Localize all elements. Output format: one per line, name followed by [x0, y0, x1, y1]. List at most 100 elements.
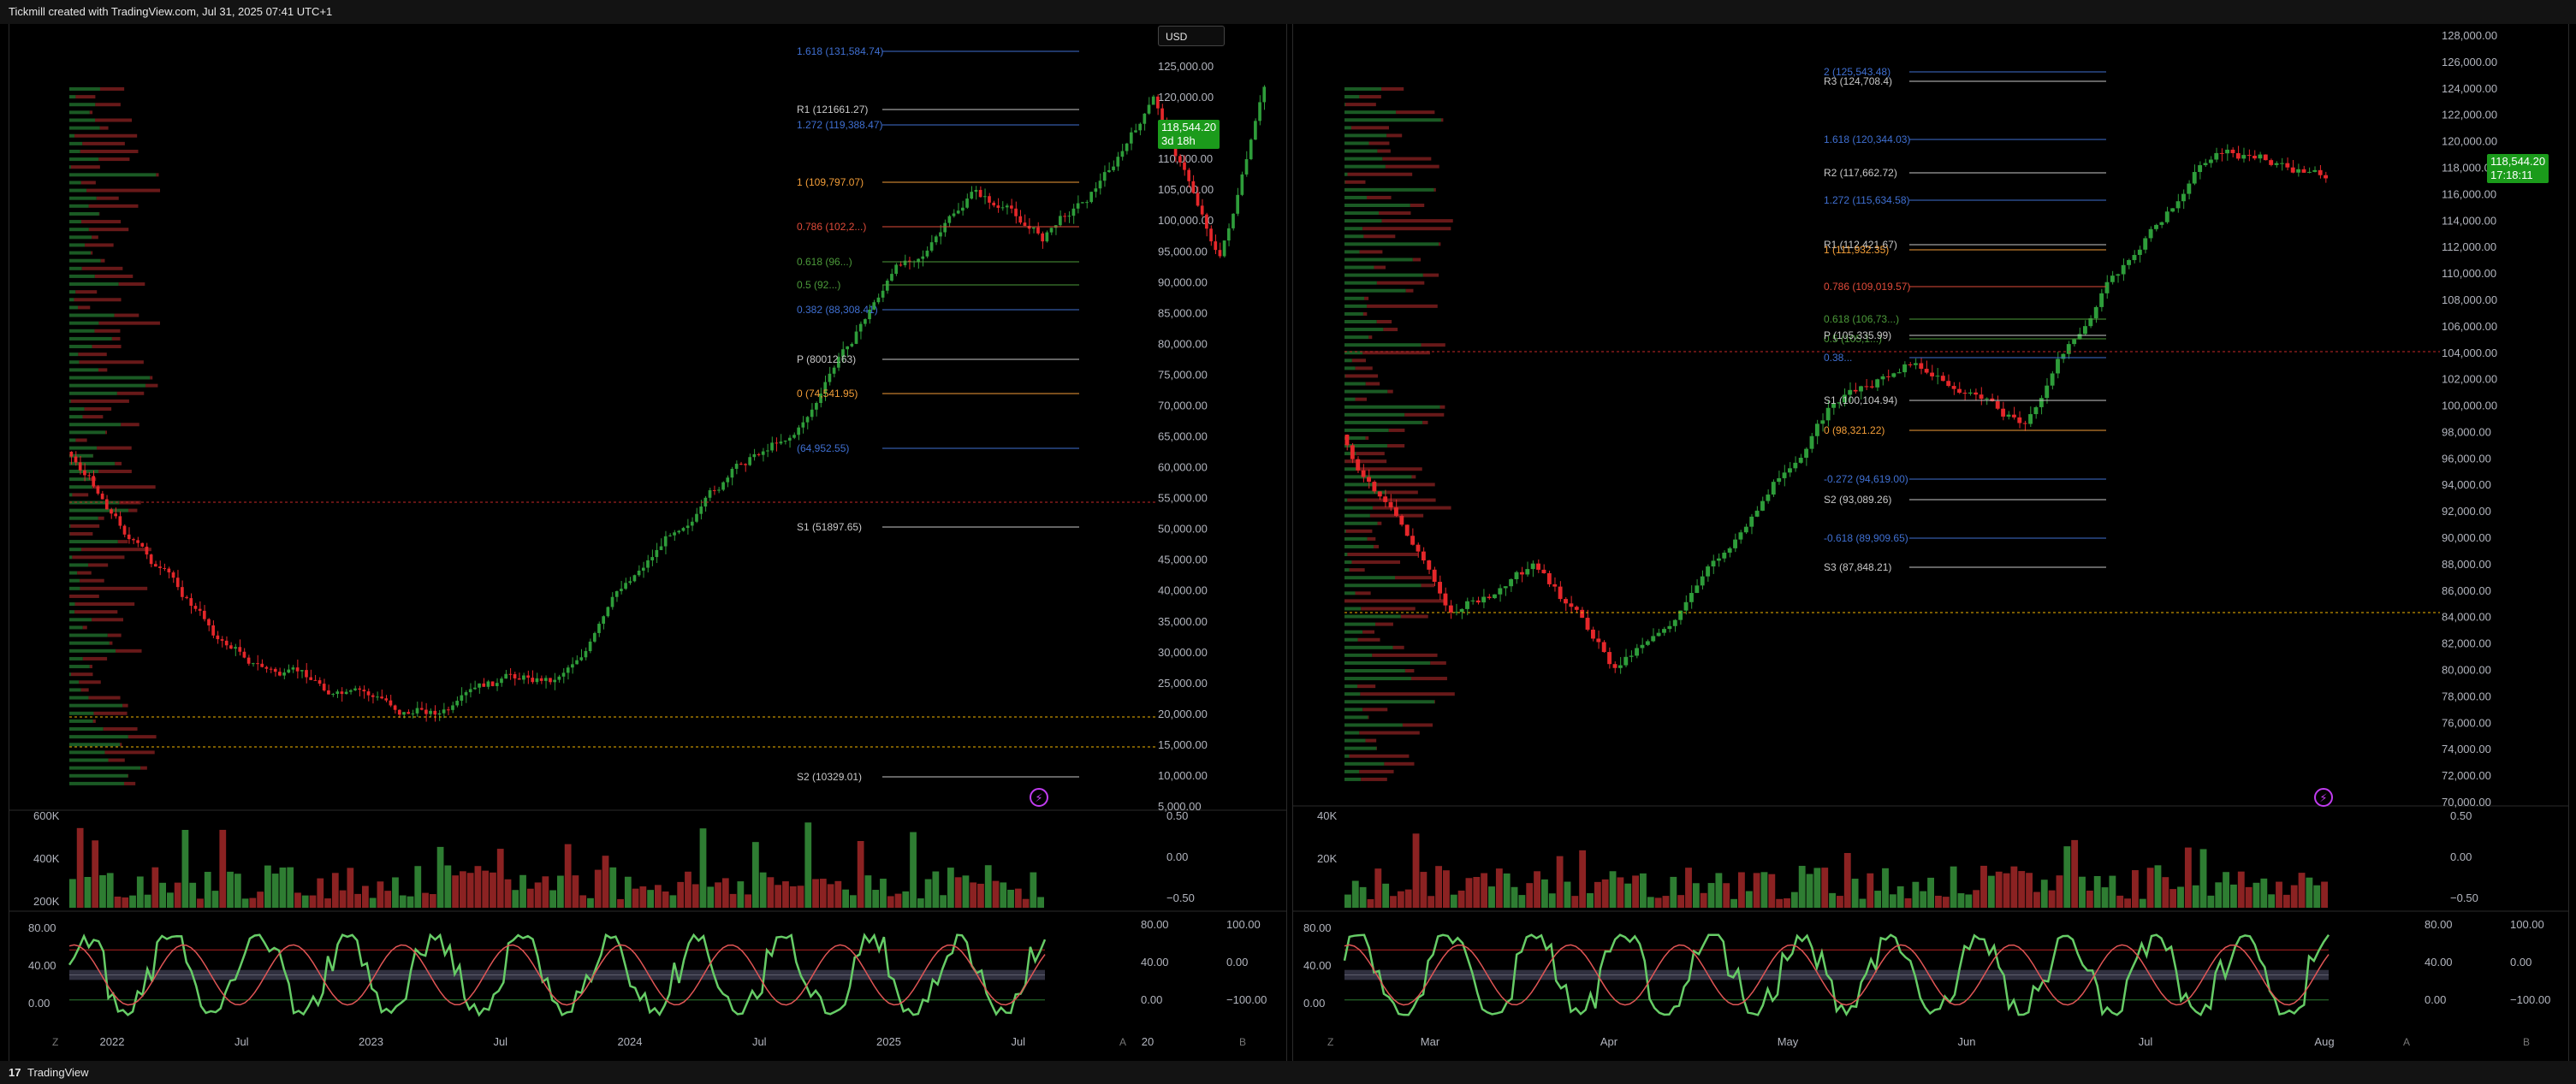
- volume-bar: [1851, 879, 1859, 908]
- candle-body: [2116, 274, 2121, 276]
- candle-body: [1596, 638, 1601, 643]
- candle-body: [734, 464, 739, 469]
- volume-bar: [1935, 895, 1942, 908]
- volume-profile-bar: [1344, 265, 1374, 270]
- volume-profile-bar: [1344, 180, 1366, 184]
- volume-profile-bar: [1344, 513, 1370, 518]
- volume-profile-bar: [116, 649, 142, 653]
- right-chart-canvas[interactable]: 128,000.00 126,000.00 124,000.00 122,000.00…: [1293, 24, 2568, 1061]
- volume-profile-bar: [1368, 335, 1373, 340]
- candle-body: [2148, 228, 2153, 239]
- volume-profile-bar: [69, 508, 129, 512]
- volume-bar: [1821, 868, 1829, 908]
- candle-body: [1344, 435, 1350, 446]
- volume-bar: [2154, 865, 2162, 908]
- volume-profile-bar: [119, 501, 141, 505]
- volume-profile-bar: [1421, 583, 1434, 588]
- volume-profile-bar: [69, 446, 98, 450]
- candle-body: [929, 242, 934, 251]
- right-chart-panel[interactable]: 128,000.00 126,000.00 124,000.00 122,000.00…: [1292, 24, 2569, 1061]
- candle-body: [1205, 214, 1208, 229]
- candle-body: [1244, 159, 1249, 175]
- volume-profile-bar: [1367, 304, 1438, 308]
- candle-body: [83, 470, 86, 476]
- candle-body: [1045, 232, 1049, 242]
- pivot-level-label: -0.272 (94,619.00): [1824, 473, 1908, 485]
- volume-bar: [279, 867, 287, 908]
- volume-bar: [759, 872, 767, 908]
- volume-profile-bar: [98, 321, 160, 325]
- volume-bar: [767, 877, 775, 908]
- volume-profile-bar: [78, 352, 107, 357]
- candle-body: [1377, 491, 1382, 497]
- volume-bar: [151, 867, 159, 908]
- left-chart-panel[interactable]: USD 130,000.00125,000.00120,000.00115,00…: [9, 24, 1287, 1061]
- candle-body: [1041, 233, 1044, 242]
- time-axis-label: Jul: [234, 1035, 249, 1048]
- oscillator-right-axis-label: 0.00: [2510, 956, 2531, 968]
- candle-body: [637, 570, 641, 576]
- volume-profile-bar: [140, 766, 147, 770]
- candle-body: [1985, 398, 1989, 400]
- candle-body: [1187, 169, 1190, 181]
- volume-profile-bar: [1344, 544, 1374, 548]
- volume-profile-bar: [69, 656, 83, 660]
- price-axis-label: 112,000.00: [2442, 240, 2496, 253]
- volume-bar: [662, 891, 669, 908]
- volume-profile-bar: [98, 157, 130, 162]
- volume-profile-bar: [1344, 420, 1423, 424]
- volume-bar: [1518, 895, 1526, 908]
- volume-profile-bar: [94, 329, 121, 333]
- price-axis-label: 75,000.00: [1158, 368, 1208, 381]
- candle-body: [1514, 572, 1519, 579]
- header-text: Tickmill created with TradingView.com, J…: [9, 5, 333, 18]
- currency-button[interactable]: USD: [1158, 26, 1225, 46]
- volume-profile-bar: [88, 204, 139, 208]
- volume-bar: [1007, 889, 1014, 908]
- candle-body: [717, 489, 721, 491]
- volume-profile-bar: [1404, 669, 1415, 672]
- candle-body: [1367, 477, 1371, 483]
- volume-profile-bar: [156, 173, 159, 177]
- volume-bar: [1882, 868, 1889, 908]
- volume-profile-bar: [89, 665, 92, 669]
- lightning-icon[interactable]: ⚡: [2314, 788, 2333, 807]
- volume-profile-bar: [1344, 490, 1387, 495]
- volume-bar: [1473, 877, 1481, 908]
- pivot-level-label: 0.618 (96...): [797, 256, 852, 268]
- volume-profile-bar: [69, 266, 82, 270]
- candle-body: [402, 712, 406, 715]
- volume-right-axis-label: 0.00: [1166, 850, 1188, 863]
- candle-body: [171, 572, 175, 578]
- candle-body: [1094, 188, 1098, 193]
- volume-bar: [1912, 881, 1920, 908]
- volume-bar: [984, 865, 992, 908]
- volume-profile-bar: [1355, 397, 1368, 401]
- candle-body: [153, 564, 157, 567]
- volume-profile-bar: [1375, 622, 1393, 626]
- left-chart-canvas[interactable]: 130,000.00125,000.00120,000.00115,000.00…: [9, 24, 1286, 1061]
- candle-body: [1530, 563, 1535, 570]
- volume-bar: [362, 886, 369, 908]
- volume-profile-bar: [69, 578, 80, 583]
- candle-body: [2192, 172, 2197, 184]
- candle-body: [415, 708, 419, 714]
- volume-bar: [181, 830, 189, 908]
- volume-profile-bar: [69, 516, 98, 520]
- candle-body: [757, 453, 761, 455]
- volume-bar: [587, 897, 594, 908]
- volume-bar: [789, 886, 797, 908]
- volume-profile-bar: [69, 391, 117, 395]
- candle-body: [2306, 171, 2312, 173]
- candle-body: [397, 709, 401, 715]
- candle-body: [1940, 376, 1945, 382]
- corner-button-label: B: [2523, 1036, 2530, 1048]
- price-axis-label: 35,000.00: [1158, 615, 1208, 628]
- lightning-icon[interactable]: ⚡: [1030, 788, 1048, 807]
- volume-bar: [737, 881, 745, 908]
- volume-right-axis-label: 0.50: [2450, 809, 2472, 822]
- candle-body: [1706, 566, 1711, 577]
- candle-body: [1209, 228, 1213, 242]
- volume-profile-bar: [69, 352, 79, 357]
- candle-body: [1498, 588, 1503, 595]
